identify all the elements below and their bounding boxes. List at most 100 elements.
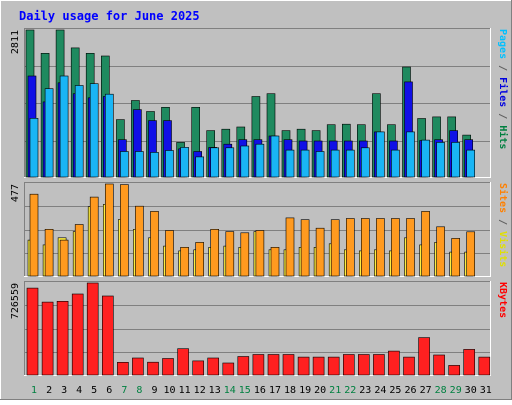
chart-panel-1: 2811 Pages / Files / Hits bbox=[10, 28, 509, 178]
bar-pages-day-20 bbox=[315, 151, 325, 178]
bar-sites-day-10 bbox=[165, 230, 174, 277]
bar-kbytes-day-13 bbox=[207, 357, 219, 376]
legend-label-part: / bbox=[497, 59, 508, 77]
bar-kbytes-day-16 bbox=[252, 354, 265, 376]
bar-pages-day-17 bbox=[270, 135, 280, 178]
x-tick-label-day-1: 1 bbox=[31, 385, 37, 396]
bar-pages-day-2 bbox=[44, 88, 54, 178]
bar-kbytes-day-28 bbox=[433, 354, 445, 376]
x-tick-label-day-19: 19 bbox=[299, 385, 311, 396]
y-axis-max-label: 2811 bbox=[10, 30, 21, 54]
x-tick-label-day-22: 22 bbox=[344, 385, 356, 396]
bar-sites-day-7 bbox=[120, 184, 129, 277]
legend-label-part: Pages bbox=[497, 29, 508, 59]
x-tick-label-day-25: 25 bbox=[389, 385, 401, 396]
bar-kbytes-day-31 bbox=[478, 356, 491, 376]
bar-kbytes-day-4 bbox=[71, 293, 84, 376]
bar-kbytes-day-6 bbox=[102, 295, 114, 376]
bar-sites-day-29 bbox=[451, 238, 461, 277]
bar-sites-day-1 bbox=[29, 193, 39, 277]
legend-labels: KBytes bbox=[497, 282, 508, 318]
bar-pages-day-11 bbox=[180, 147, 189, 178]
bar-sites-day-24 bbox=[376, 218, 385, 277]
bar-sites-day-4 bbox=[74, 224, 84, 277]
legend-label-part: Hits bbox=[497, 125, 509, 149]
bar-kbytes-day-15 bbox=[237, 356, 250, 376]
bar-sites-day-17 bbox=[270, 247, 280, 277]
bar-pages-day-19 bbox=[300, 149, 310, 178]
x-tick-label-day-13: 13 bbox=[209, 385, 221, 396]
bar-sites-day-9 bbox=[150, 211, 159, 277]
chart-panel-3: 726559 KBytes bbox=[10, 281, 508, 376]
x-tick-label-day-28: 28 bbox=[435, 385, 447, 396]
bar-pages-day-18 bbox=[285, 149, 295, 178]
bar-kbytes-day-8 bbox=[132, 357, 144, 376]
bar-pages-day-16 bbox=[255, 143, 265, 178]
bar-kbytes-day-18 bbox=[282, 354, 295, 376]
bar-kbytes-day-14 bbox=[222, 362, 235, 376]
bar-kbytes-day-30 bbox=[463, 349, 476, 376]
bar-sites-day-6 bbox=[105, 183, 114, 277]
bar-pages-day-4 bbox=[74, 85, 84, 178]
x-tick-label-day-5: 5 bbox=[91, 385, 97, 396]
legend-label-part: Visits bbox=[497, 231, 509, 267]
legend-label-part: Sites bbox=[497, 183, 509, 213]
bar-kbytes-day-7 bbox=[117, 361, 129, 376]
x-tick-label-day-8: 8 bbox=[136, 385, 142, 396]
bar-kbytes-day-3 bbox=[56, 300, 69, 376]
x-tick-label-day-30: 30 bbox=[465, 385, 477, 396]
legend-label-part: Files bbox=[497, 77, 509, 107]
bar-pages-day-22 bbox=[345, 149, 355, 178]
bar-sites-day-15 bbox=[240, 232, 250, 277]
bar-kbytes-day-12 bbox=[192, 360, 204, 376]
bar-sites-day-2 bbox=[44, 229, 54, 277]
bar-pages-day-1 bbox=[29, 118, 39, 178]
bar-sites-day-21 bbox=[330, 219, 340, 277]
bar-sites-day-25 bbox=[391, 218, 400, 277]
bar-sites-day-11 bbox=[180, 247, 189, 277]
bar-pages-day-25 bbox=[391, 149, 400, 178]
chart-title: Daily usage for June 2025 bbox=[19, 9, 200, 23]
bar-kbytes-day-11 bbox=[177, 348, 189, 376]
bar-kbytes-day-25 bbox=[388, 350, 400, 376]
bar-kbytes-day-27 bbox=[418, 337, 430, 376]
x-tick-label-day-7: 7 bbox=[121, 385, 127, 396]
bar-kbytes-day-17 bbox=[267, 354, 280, 376]
x-tick-label-day-15: 15 bbox=[239, 385, 251, 396]
bar-sites-day-14 bbox=[225, 231, 235, 277]
x-tick-label-day-9: 9 bbox=[151, 385, 157, 396]
x-tick-label-day-31: 31 bbox=[480, 385, 492, 396]
legend-label-part: / bbox=[497, 107, 508, 125]
x-tick-label-day-17: 17 bbox=[269, 385, 281, 396]
bar-kbytes-day-20 bbox=[312, 356, 325, 376]
bar-kbytes-day-19 bbox=[297, 356, 310, 376]
bar-kbytes-day-29 bbox=[448, 365, 461, 376]
bar-pages-day-9 bbox=[150, 152, 159, 178]
x-tick-label-day-2: 2 bbox=[46, 385, 52, 396]
bar-sites-day-20 bbox=[315, 227, 325, 277]
bar-pages-day-30 bbox=[466, 149, 476, 178]
bar-pages-day-28 bbox=[436, 142, 445, 178]
bar-sites-day-16 bbox=[255, 230, 265, 277]
bar-sites-day-23 bbox=[360, 218, 370, 277]
bar-sites-day-3 bbox=[59, 239, 69, 277]
bar-sites-day-27 bbox=[421, 211, 430, 277]
bar-sites-day-28 bbox=[436, 226, 445, 277]
x-tick-label-day-23: 23 bbox=[359, 385, 371, 396]
bar-kbytes-day-10 bbox=[162, 358, 174, 376]
legend-label-part: KBytes bbox=[497, 282, 508, 318]
bar-sites-day-19 bbox=[300, 219, 310, 277]
x-tick-label-day-29: 29 bbox=[450, 385, 462, 396]
x-tick-label-day-11: 11 bbox=[179, 385, 191, 396]
x-tick-label-day-3: 3 bbox=[61, 385, 67, 396]
y-axis-max-label: 726559 bbox=[10, 283, 21, 319]
x-tick-label-day-20: 20 bbox=[314, 385, 326, 396]
bar-kbytes-day-23 bbox=[357, 354, 370, 376]
bar-kbytes-day-2 bbox=[41, 301, 54, 376]
bar-kbytes-day-24 bbox=[373, 354, 385, 376]
bar-pages-day-5 bbox=[89, 83, 99, 178]
x-tick-label-day-6: 6 bbox=[106, 385, 112, 396]
bar-pages-day-15 bbox=[240, 145, 250, 178]
